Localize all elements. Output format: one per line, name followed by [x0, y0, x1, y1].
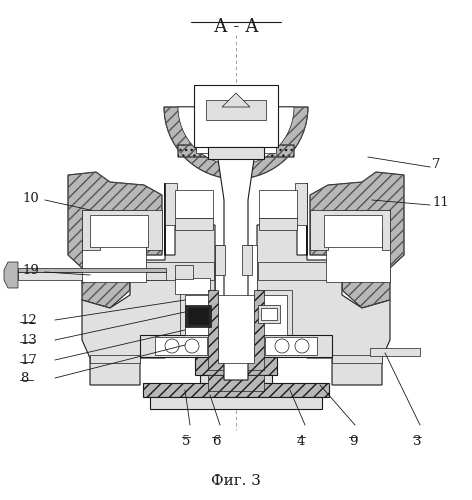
Text: 11: 11	[432, 196, 449, 209]
Bar	[175, 218, 213, 230]
Text: 10: 10	[22, 192, 39, 204]
Polygon shape	[218, 159, 254, 380]
Text: 9: 9	[349, 435, 357, 448]
Text: 12: 12	[20, 314, 37, 326]
Bar	[252, 290, 292, 340]
Polygon shape	[68, 172, 162, 308]
Circle shape	[165, 339, 179, 353]
Bar	[254, 125, 276, 153]
Polygon shape	[4, 262, 18, 288]
Bar	[194, 85, 278, 147]
Polygon shape	[310, 210, 390, 250]
Text: 13: 13	[20, 334, 37, 346]
Polygon shape	[222, 93, 250, 107]
Bar	[258, 305, 280, 323]
Bar	[180, 290, 220, 340]
Bar	[208, 375, 264, 391]
Bar	[259, 190, 297, 218]
Bar	[370, 348, 420, 356]
Bar	[165, 183, 177, 225]
Bar	[257, 295, 287, 335]
Bar	[215, 245, 225, 275]
Bar	[242, 245, 252, 275]
Polygon shape	[208, 290, 264, 370]
Polygon shape	[82, 183, 215, 385]
Text: А - А: А - А	[214, 18, 258, 36]
Bar	[295, 183, 307, 225]
Polygon shape	[178, 107, 222, 157]
Bar	[208, 147, 264, 159]
Bar	[196, 125, 218, 153]
Circle shape	[185, 339, 199, 353]
Polygon shape	[82, 210, 162, 250]
Bar	[18, 272, 166, 280]
Bar	[18, 268, 166, 272]
Bar	[130, 262, 214, 280]
Bar	[259, 218, 297, 230]
Polygon shape	[310, 172, 404, 308]
Bar	[218, 296, 254, 356]
Bar	[140, 335, 332, 357]
Bar	[185, 305, 211, 327]
Bar	[324, 215, 382, 247]
Text: Фиг. 3: Фиг. 3	[211, 474, 261, 488]
Bar	[261, 308, 277, 320]
Circle shape	[275, 339, 289, 353]
Text: 19: 19	[22, 264, 39, 276]
Bar	[239, 245, 257, 305]
Bar	[195, 357, 277, 375]
Text: 5: 5	[182, 435, 190, 448]
Wedge shape	[178, 107, 294, 165]
Bar	[155, 337, 207, 355]
Bar	[206, 100, 266, 120]
Text: 4: 4	[297, 435, 305, 448]
Bar	[212, 290, 260, 360]
Circle shape	[295, 339, 309, 353]
Text: 3: 3	[413, 435, 421, 448]
Bar	[90, 215, 148, 247]
Text: 6: 6	[212, 435, 220, 448]
Bar	[150, 397, 322, 409]
Text: 8: 8	[20, 372, 28, 384]
Polygon shape	[250, 107, 294, 157]
Bar	[175, 190, 213, 218]
Polygon shape	[257, 183, 390, 385]
Text: 7: 7	[432, 158, 440, 172]
Bar	[265, 337, 317, 355]
Bar	[175, 278, 210, 294]
Bar	[218, 295, 254, 363]
Bar	[143, 383, 329, 397]
Wedge shape	[164, 107, 308, 179]
Text: 17: 17	[20, 354, 37, 366]
Bar	[175, 265, 193, 279]
Bar	[82, 210, 146, 282]
Bar	[258, 262, 342, 280]
Bar	[332, 355, 382, 363]
Bar	[185, 295, 215, 335]
Bar	[188, 308, 208, 324]
Bar	[200, 375, 272, 395]
Bar	[326, 210, 390, 282]
Bar	[90, 355, 140, 363]
Bar	[215, 245, 233, 305]
